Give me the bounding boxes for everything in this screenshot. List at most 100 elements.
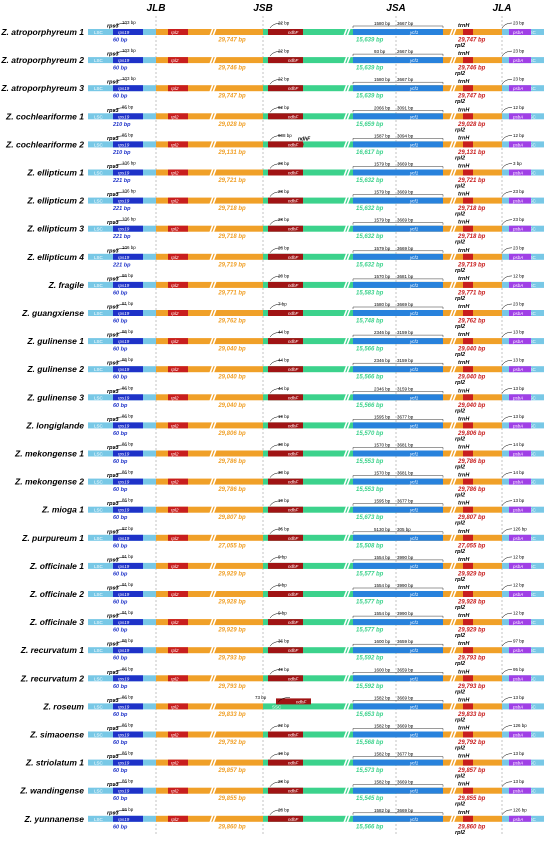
- irb-segment: [156, 534, 263, 541]
- gene-trnH: [463, 619, 473, 626]
- ira-segment: [396, 506, 502, 513]
- ssc-segment: [263, 225, 396, 232]
- ira-length: 29,855 bp: [457, 796, 486, 802]
- ndhF-bp-label: 19 bp: [278, 751, 290, 756]
- lsc-segment-label: LSC: [527, 789, 537, 794]
- irb-length: 29,833 bp: [217, 712, 246, 718]
- trnH-label: trnH: [458, 416, 470, 422]
- species-name: Z. striolatum 1: [25, 758, 84, 768]
- jla-bp-label: 13 bp: [513, 695, 525, 700]
- rps3-arrow: [112, 79, 128, 84]
- gene-trnH: [463, 591, 473, 597]
- ndhF-bp-label: 30 bp: [278, 470, 290, 475]
- rps3-label: rps3: [107, 389, 119, 395]
- lsc-segment-label: LSC: [527, 30, 537, 35]
- gene-psbA-label: psbA: [512, 199, 523, 204]
- gene-ycf1-label: ycf1: [409, 142, 419, 147]
- species-name: Z. yunnanense: [23, 814, 84, 824]
- gene-irb-rpl2: [168, 506, 188, 513]
- ycf1-bp-a: 5130 bp: [374, 527, 391, 532]
- break-mark: [209, 674, 217, 683]
- ira-length: 29,746 bp: [457, 66, 486, 72]
- rps3-bp-label: 85 bp: [122, 132, 134, 137]
- gene-ndhF: [268, 338, 303, 345]
- gene-trnH: [463, 506, 473, 513]
- gene-ndhF: [268, 562, 303, 569]
- gene-ndhF-label: ndhF: [288, 648, 299, 653]
- gene-irb-rpl2: [168, 450, 188, 457]
- break-mark: [343, 477, 351, 486]
- ycf1-bp-b: 305 bp: [397, 527, 411, 532]
- lsc-segment-label: LSC: [94, 508, 104, 513]
- break-mark: [449, 393, 457, 402]
- rps3-label: rps3: [107, 642, 119, 648]
- ssc-length: 15,508 bp: [356, 543, 384, 549]
- lsc-segment-label: LSC: [94, 395, 104, 400]
- gene-ycf1: [353, 85, 443, 92]
- irb-segment: [156, 141, 263, 148]
- rps3-arrow: [112, 107, 128, 112]
- ndhF-bp-label: 73 bp: [255, 695, 267, 700]
- trnH-label: trnH: [458, 726, 470, 732]
- ycf1-bp-a: 1570 bp: [374, 471, 391, 476]
- species-name: Z. cochleariforme 1: [5, 111, 84, 121]
- species-name: Z. fragile: [48, 280, 85, 290]
- ira-length: 29,833 bp: [457, 712, 486, 718]
- gene-irb-rpl2: [168, 310, 188, 316]
- gene-rps19: [113, 394, 143, 401]
- ycf1-bp-a: 1570 bp: [374, 443, 391, 448]
- ycf1-bp-b: 3659 bp: [397, 639, 414, 644]
- gene-psbA: [509, 591, 531, 597]
- ycf1-bracket: [352, 447, 444, 450]
- ndhF-arrow: [269, 247, 283, 253]
- gene-ndhF: [268, 29, 303, 35]
- break-mark: [209, 617, 217, 627]
- rps3-bp-label: 86 bp: [122, 329, 134, 334]
- rps19-bp-label: 60 bp: [113, 38, 128, 44]
- rps3-arrow: [112, 276, 128, 281]
- rps3-label: rps3: [107, 136, 119, 142]
- gene-ndhF-label: ndhF: [288, 367, 299, 372]
- jla-bp-label: 23 bp: [513, 245, 525, 250]
- species-name: Z. gulinense 2: [26, 364, 84, 374]
- ira-length: 29,131 bp: [457, 150, 486, 156]
- ndhF-bp-label: 28 bp: [278, 217, 290, 222]
- ira-segment: [396, 450, 502, 457]
- ycf1-bracket: [352, 166, 444, 169]
- gene-ycf1: [353, 113, 443, 120]
- ycf1-bp-b: 2667 bp: [397, 49, 414, 54]
- irb-length: 29,718 bp: [217, 206, 246, 212]
- gene-ndhF-label: ndhF: [288, 733, 299, 738]
- lsc-segment-label: LSC: [94, 648, 104, 653]
- irb-length: 29,793 bp: [217, 656, 246, 662]
- gene-trnH: [463, 197, 473, 204]
- gene-ycf1: [353, 759, 443, 766]
- gene-ndhF-label: ndhF: [288, 817, 299, 822]
- jla-arrow: [501, 107, 513, 113]
- rpl2-label: rpl2: [455, 802, 465, 808]
- gene-psbA: [509, 675, 531, 682]
- rpl2-label: rpl2: [455, 352, 465, 358]
- gene-irb-rpl2-label: rpl2: [171, 255, 179, 260]
- species-name: Z. ellipticum 2: [26, 196, 84, 206]
- irb-segment: [156, 703, 263, 710]
- gene-ycf1-label: ycf1: [409, 761, 419, 766]
- gene-psbA-label: psbA: [512, 676, 523, 681]
- gene-rps19-label: rps19: [118, 395, 130, 400]
- gene-psbA-label: psbA: [512, 114, 523, 119]
- gene-irb-rpl2-label: rpl2: [171, 704, 179, 709]
- lsc-segment-label: LSC: [94, 114, 104, 119]
- lsc-segment-label: LSC: [527, 311, 537, 316]
- rpl2-label: rpl2: [455, 689, 465, 695]
- ycf1-bp-a: 1580 bp: [374, 302, 391, 307]
- gene-ycf1: [353, 478, 443, 485]
- ycf1-bracket: [352, 53, 444, 57]
- ycf1-bp-b: 3669 bp: [397, 218, 414, 223]
- junction-headers: JLB JSB JSA JLA: [147, 3, 512, 14]
- gene-psbA-label: psbA: [512, 564, 523, 569]
- ssc-length: 15,553 bp: [356, 459, 384, 465]
- species-name: Z. officinale 2: [29, 589, 84, 599]
- break-mark: [209, 336, 217, 346]
- gene-psbA-label: psbA: [512, 86, 523, 91]
- rps19-bp-label: 60 bp: [113, 347, 128, 353]
